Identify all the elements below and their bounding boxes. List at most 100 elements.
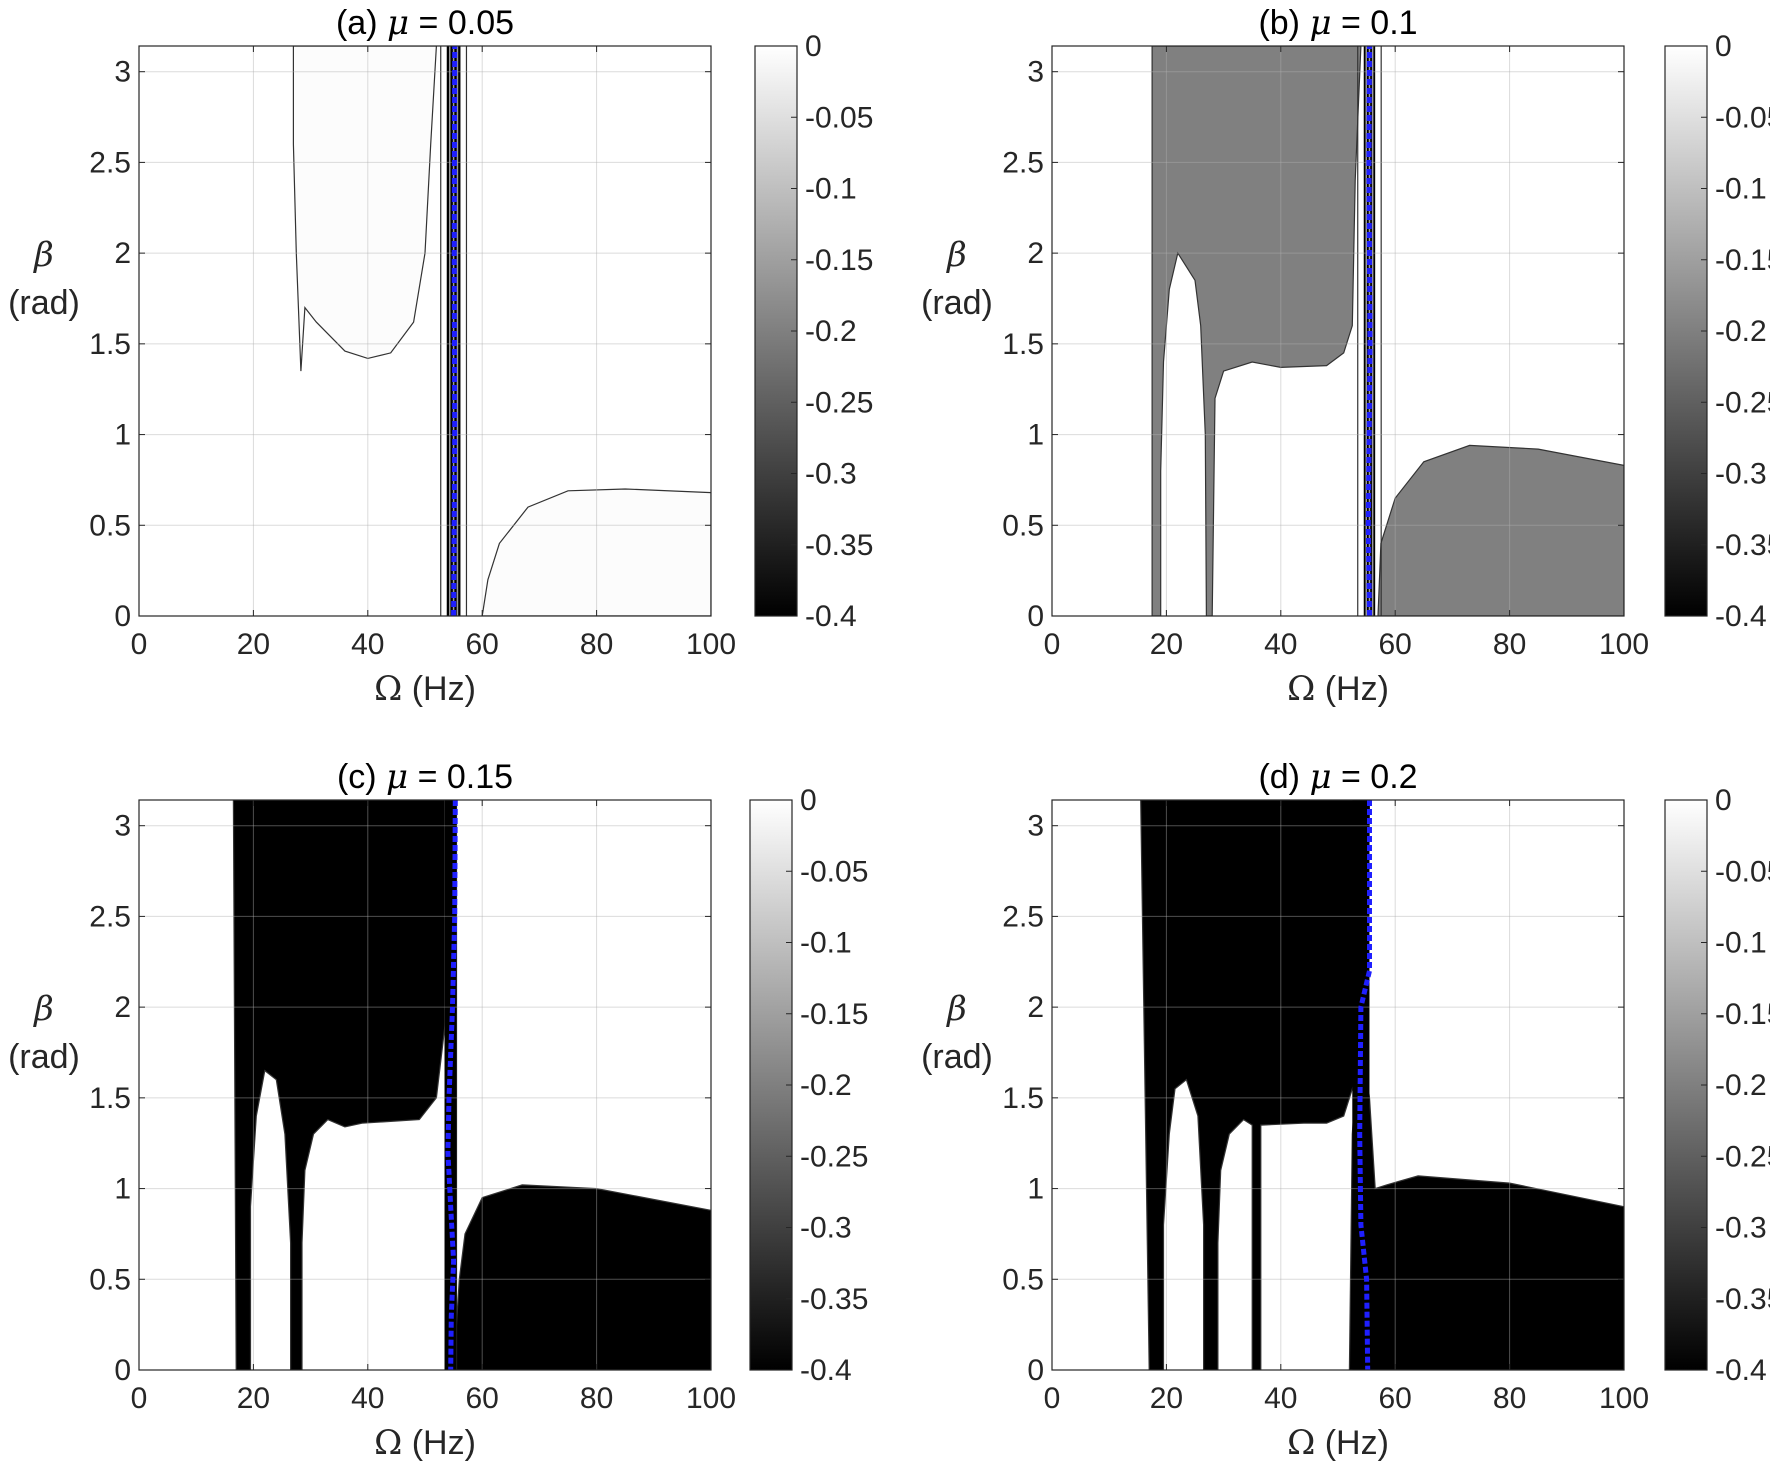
y-axis-unit: (rad) (8, 284, 80, 322)
y-tick-label: 1 (114, 1173, 131, 1206)
y-tick-label: 3 (1027, 56, 1044, 89)
colorbar-tick-label: -0.35 (1715, 1283, 1770, 1316)
title-suffix: = 0.2 (1332, 758, 1418, 796)
colorbar-tick-label: -0.1 (805, 173, 857, 206)
x-tick-label: 0 (1044, 628, 1061, 661)
title-prefix: (d) (1258, 758, 1309, 796)
plot-content (1052, 800, 1624, 1370)
axes-frame (1051, 799, 1625, 1371)
x-tick-label: 60 (1379, 1382, 1412, 1415)
plot-content (1052, 46, 1624, 616)
stability-line (451, 46, 458, 616)
colorbar-tick-label: 0 (1715, 30, 1732, 63)
y-tick-label: 2 (114, 237, 131, 270)
x-axis-symbol: Ω (374, 1423, 402, 1463)
y-axis-symbol: β (945, 235, 967, 275)
x-axis-symbol: Ω (1287, 1423, 1315, 1463)
colorbar-tick-label: -0.35 (800, 1283, 868, 1316)
colorbar-tick-label: -0.3 (800, 1212, 852, 1245)
x-tick-label: 40 (1264, 1382, 1297, 1415)
title-suffix: = 0.1 (1332, 4, 1418, 42)
colorbar-tick-label: -0.1 (1715, 927, 1767, 960)
x-tick-label: 60 (1379, 628, 1412, 661)
colorbar-tick-label: -0.4 (1715, 600, 1767, 633)
colorbar-tick-label: -0.3 (1715, 458, 1767, 491)
colorbar-tick-label: -0.4 (1715, 1354, 1767, 1387)
x-axis-label: Ω (Hz) (374, 1423, 476, 1463)
panel-a: 0 20 40 60 80 100 0 0.5 1 1.5 2 2.5 3 (a) μ = 0.05 Ω (… (8, 3, 873, 709)
y-tick-label: 0.5 (1002, 1263, 1044, 1296)
dark-band (1352, 800, 1370, 1370)
y-tick-label: 2.5 (1002, 900, 1044, 933)
x-tick-label: 20 (237, 1382, 270, 1415)
x-tick-label: 0 (1044, 1382, 1061, 1415)
title-symbol: μ (386, 757, 408, 797)
colorbar-gradient (749, 799, 793, 1371)
x-axis-label: Ω (Hz) (1287, 1423, 1389, 1463)
y-tick-label: 0 (114, 1354, 131, 1387)
y-tick-label: 1.5 (89, 1082, 131, 1115)
colorbar-tick-label: -0.4 (805, 600, 857, 633)
x-axis-unit: (Hz) (1315, 670, 1389, 708)
panel-title: (a) μ = 0.05 (336, 3, 514, 43)
title-suffix: = 0.05 (409, 4, 514, 42)
colorbar-tick-label: -0.3 (1715, 1212, 1767, 1245)
y-tick-label: 2.5 (89, 146, 131, 179)
colorbar-tick-label: 0 (800, 784, 817, 817)
colorbar-tick-label: -0.2 (805, 315, 857, 348)
grid (139, 46, 711, 616)
colorbar-gradient (1664, 799, 1708, 1371)
title-suffix: = 0.15 (408, 758, 513, 796)
y-axis-symbol: β (945, 989, 967, 1029)
colorbar-tick-label: -0.15 (1715, 244, 1770, 277)
x-tick-label: 60 (466, 1382, 499, 1415)
y-tick-label: 3 (114, 810, 131, 843)
x-tick-label: 60 (466, 628, 499, 661)
plot-content (139, 46, 711, 616)
colorbar-tick-label: 0 (1715, 784, 1732, 817)
y-tick-label: 2.5 (89, 900, 131, 933)
region-1 (481, 488, 711, 616)
colorbar-tick-label: -0.35 (1715, 529, 1770, 562)
colorbar-tick-label: -0.2 (1715, 315, 1767, 348)
x-axis-unit: (Hz) (402, 670, 476, 708)
x-tick-label: 20 (1150, 628, 1183, 661)
y-tick-label: 0 (1027, 1354, 1044, 1387)
colorbar-tick-label: -0.05 (800, 855, 868, 888)
colorbar-tick-label: -0.15 (800, 998, 868, 1031)
colorbar-tick-label: 0 (805, 30, 822, 63)
region-0 (1151, 46, 1362, 616)
colorbar-tick-label: -0.15 (1715, 998, 1770, 1031)
colorbar-tick-label: -0.1 (1715, 173, 1767, 206)
colorbar-tick-label: -0.25 (1715, 386, 1770, 419)
x-tick-label: 80 (1493, 628, 1526, 661)
grid (139, 800, 711, 1370)
y-tick-label: 3 (1027, 810, 1044, 843)
y-axis-unit: (rad) (921, 1038, 993, 1076)
y-tick-label: 0.5 (1002, 509, 1044, 542)
y-tick-label: 0.5 (89, 509, 131, 542)
colorbar-tick-label: -0.05 (805, 101, 873, 134)
colorbar-tick-label: -0.2 (1715, 1069, 1767, 1102)
panel-title: (c) μ = 0.15 (337, 757, 513, 797)
x-tick-label: 40 (351, 628, 384, 661)
grid (1052, 800, 1624, 1370)
x-tick-label: 40 (351, 1382, 384, 1415)
y-axis-unit: (rad) (921, 284, 993, 322)
colorbar-tick-label: -0.1 (800, 927, 852, 960)
panel-title: (d) μ = 0.2 (1258, 757, 1417, 797)
colorbar-tick-label: -0.15 (805, 244, 873, 277)
panel-title: (b) μ = 0.1 (1258, 3, 1417, 43)
x-axis-label: Ω (Hz) (1287, 669, 1389, 709)
y-tick-label: 1.5 (89, 328, 131, 361)
x-tick-label: 0 (131, 628, 148, 661)
x-axis-unit: (Hz) (402, 1424, 476, 1462)
axes-frame (138, 45, 712, 617)
y-tick-label: 0 (1027, 600, 1044, 633)
title-symbol: μ (1309, 757, 1331, 797)
x-tick-label: 80 (1493, 1382, 1526, 1415)
stability-line (1365, 46, 1373, 616)
colorbar: 0 -0.05 -0.1 -0.15 -0.2 -0.25 -0.3 -0.35 -0.4 (749, 784, 868, 1387)
y-axis-symbol: β (32, 235, 54, 275)
x-axis-unit: (Hz) (1315, 1424, 1389, 1462)
